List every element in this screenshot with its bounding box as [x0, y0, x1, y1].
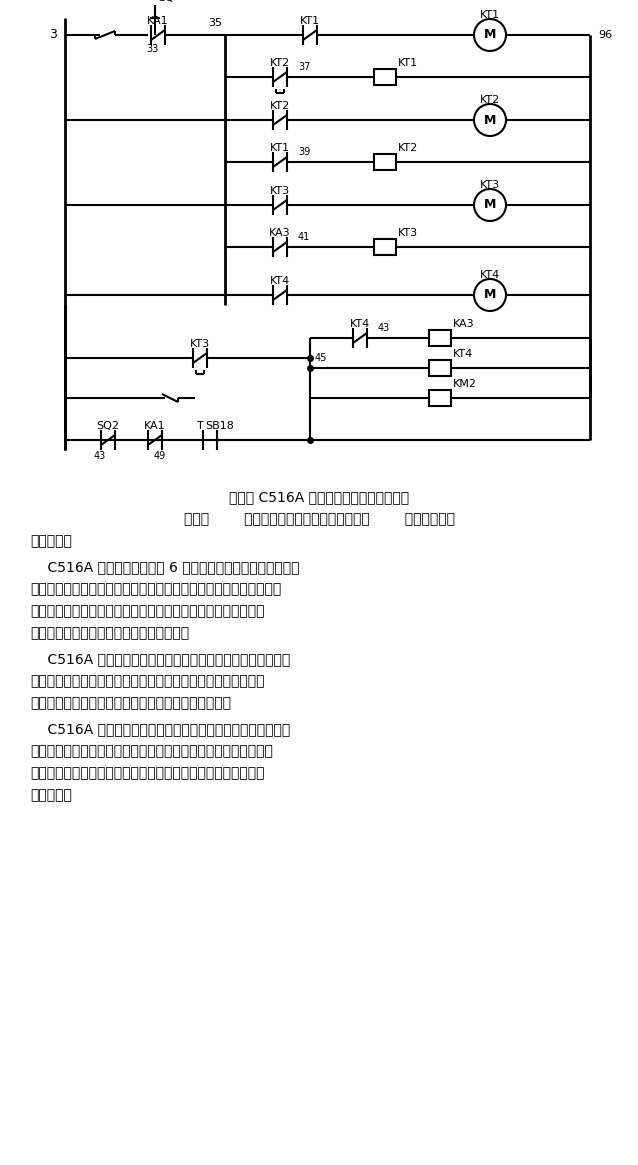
Text: 43: 43	[378, 323, 390, 333]
Text: 45: 45	[315, 353, 327, 363]
Text: KT2: KT2	[270, 101, 290, 111]
Text: M: M	[484, 198, 496, 212]
Text: KT1: KT1	[270, 143, 290, 153]
Text: 主拖动电动机、横梁升降电动机（是可逆运转的）、立刀架电动机、: 主拖动电动机、横梁升降电动机（是可逆运转的）、立刀架电动机、	[30, 582, 281, 596]
Text: C516A 型立式车床的电路有：工作台起动控制电路、工作台: C516A 型立式车床的电路有：工作台起动控制电路、工作台	[30, 652, 290, 666]
Text: KT3: KT3	[270, 186, 290, 196]
Bar	[374, 69, 396, 85]
Text: 43: 43	[94, 451, 106, 461]
Text: SQ: SQ	[158, 0, 174, 3]
Text: KM2: KM2	[453, 379, 477, 389]
Circle shape	[474, 278, 506, 311]
Text: KT4: KT4	[480, 270, 500, 280]
Text: 采用延时准确的时间继电器，相应的原伺服电路须改成改进后的: 采用延时准确的时间继电器，相应的原伺服电路须改成改进后的	[30, 767, 265, 781]
Text: C516A 型立式车床常发生错变速打齿或接叉断裂现象。采取: C516A 型立式车床常发生错变速打齿或接叉断裂现象。采取	[30, 722, 290, 736]
Bar	[429, 390, 451, 405]
Text: KT2: KT2	[480, 96, 500, 105]
Text: KT1: KT1	[480, 10, 500, 20]
Text: KA3: KA3	[453, 319, 475, 329]
Text: 控制电路等。为工作台的变速还设计有伺服冲动线路。: 控制电路等。为工作台的变速还设计有伺服冲动线路。	[30, 696, 231, 709]
Text: KT3: KT3	[480, 181, 500, 190]
Circle shape	[474, 19, 506, 51]
Text: KT3: KT3	[398, 228, 418, 238]
Text: 49: 49	[154, 451, 166, 461]
Text: 图。图        所示为主电路和刀架控制回路，图        为控制回路和: 图。图 所示为主电路和刀架控制回路，图 为控制回路和	[184, 511, 454, 527]
Text: KT1: KT1	[300, 16, 320, 26]
Text: 加长时间继电器的延时，使电机冲动时间缩短，停歇时间加长，并: 加长时间继电器的延时，使电机冲动时间缩短，停歇时间加长，并	[30, 744, 273, 758]
Text: 离合器电路: 离合器电路	[30, 534, 72, 548]
Text: KT2: KT2	[398, 143, 419, 153]
Text: 左右侧刀架电动机、油泵电动机。所有电动机均有熔断器作短路: 左右侧刀架电动机、油泵电动机。所有电动机均有熔断器作短路	[30, 603, 265, 617]
Text: SB18: SB18	[205, 421, 234, 431]
Text: 39: 39	[298, 147, 310, 157]
Text: KT4: KT4	[350, 319, 370, 329]
Text: C516A 型单柱立式车床由 6 台三相异步电动机进行拖动。有: C516A 型单柱立式车床由 6 台三相异步电动机进行拖动。有	[30, 560, 299, 574]
Circle shape	[474, 104, 506, 136]
Text: M: M	[484, 289, 496, 302]
Text: 96: 96	[598, 30, 612, 40]
Text: 33: 33	[146, 44, 158, 54]
Text: KT4: KT4	[270, 276, 290, 285]
Text: KA3: KA3	[269, 228, 291, 238]
Bar	[374, 154, 396, 170]
Text: M: M	[484, 113, 496, 127]
Circle shape	[474, 189, 506, 221]
Text: KT4: KT4	[453, 350, 473, 359]
Text: KA1: KA1	[147, 16, 169, 26]
Bar	[429, 330, 451, 346]
Text: KT2: KT2	[270, 58, 290, 68]
Text: M: M	[484, 28, 496, 42]
Text: 伺服电路。: 伺服电路。	[30, 788, 72, 802]
Text: 41: 41	[298, 232, 310, 242]
Text: KT1: KT1	[398, 58, 418, 68]
Bar	[429, 360, 451, 376]
Text: 所示为 C516A 型单柱立式车床的电气原理: 所示为 C516A 型单柱立式车床的电气原理	[229, 490, 409, 504]
Bar	[374, 239, 396, 255]
Text: 点动控制电路、工作台变速控制电路、横梁升降控制电路、刀架: 点动控制电路、工作台变速控制电路、横梁升降控制电路、刀架	[30, 675, 265, 689]
Text: KA1: KA1	[144, 421, 166, 431]
Text: KT3: KT3	[190, 339, 210, 350]
Text: SQ2: SQ2	[96, 421, 119, 431]
Text: 37: 37	[298, 62, 310, 72]
Text: 保护，主电动机并有热继电器作过载保护。: 保护，主电动机并有热继电器作过载保护。	[30, 626, 189, 640]
Text: T: T	[197, 421, 204, 431]
Text: 3: 3	[49, 28, 57, 42]
Text: 35: 35	[208, 17, 222, 28]
